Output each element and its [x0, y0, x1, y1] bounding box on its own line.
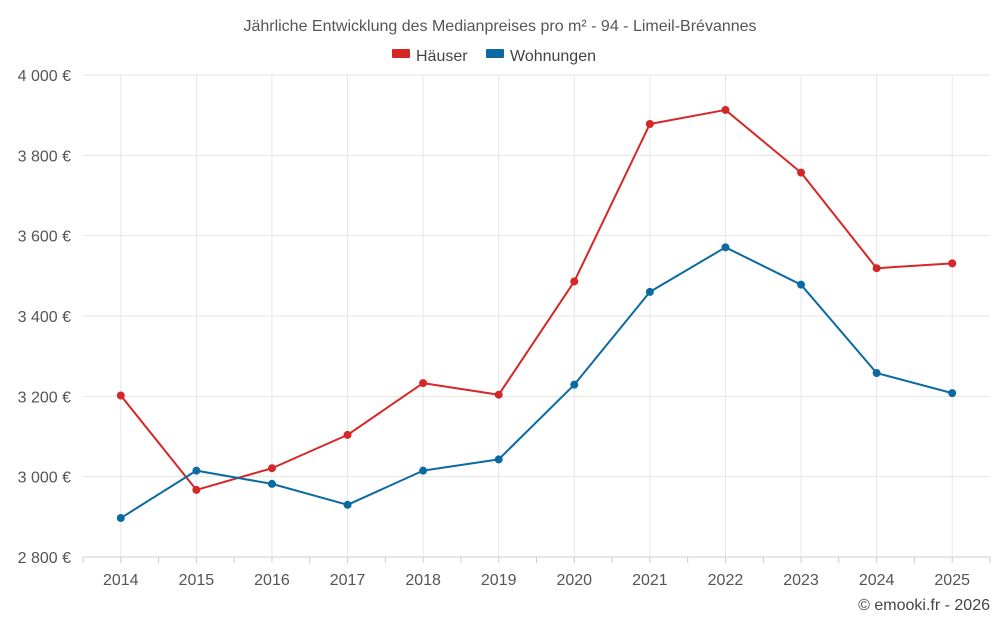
data-point-wohnungen-2021[interactable]: Wohnungen 2021: 3460 €	[645, 287, 654, 296]
grid	[83, 74, 990, 558]
y-tick-label: 3 400 €	[18, 309, 71, 326]
data-point-haeuser-2020[interactable]: Häuser 2020: 3486 €	[570, 277, 579, 286]
y-tick-label: 3 600 €	[18, 229, 71, 246]
data-point-wohnungen-2016[interactable]: Wohnungen 2016: 2982 €	[267, 479, 276, 488]
data-point-wohnungen-2020[interactable]: Wohnungen 2020: 3229 €	[570, 380, 579, 389]
data-point-wohnungen-2023[interactable]: Wohnungen 2023: 3478 €	[797, 280, 806, 289]
x-tick-label: 2024	[859, 572, 895, 589]
data-point-haeuser-2023[interactable]: Häuser 2023: 3757 €	[797, 168, 806, 177]
legend[interactable]: Häuser Wohnungen	[392, 48, 596, 65]
data-point-haeuser-2017[interactable]: Häuser 2017: 3104 €	[343, 430, 352, 439]
x-tick-label: 2016	[254, 572, 290, 589]
y-tick-label: 3 000 €	[18, 470, 71, 487]
y-tick-label: 3 200 €	[18, 389, 71, 406]
data-point-haeuser-2016[interactable]: Häuser 2016: 3021 €	[267, 464, 276, 473]
y-axis: 2 800 € 3 000 € 3 200 € 3 400 € 3 600 € 3 800…	[18, 68, 71, 567]
legend-label-wohnungen[interactable]: Wohnungen	[510, 48, 596, 65]
y-tick-label: 3 800 €	[18, 148, 71, 165]
x-tick-label: 2015	[179, 572, 215, 589]
data-point-haeuser-2025[interactable]: Häuser 2025: 3531 €	[948, 259, 957, 268]
x-tick-label: 2018	[405, 572, 441, 589]
data-point-haeuser-2024[interactable]: Häuser 2024: 3519 €	[872, 264, 881, 273]
legend-swatch-haeuser[interactable]	[392, 49, 410, 58]
x-tick-label: 2025	[934, 572, 970, 589]
data-point-haeuser-2022[interactable]: Häuser 2022: 3913 €	[721, 105, 730, 114]
data-point-wohnungen-2025[interactable]: Wohnungen 2025: 3208 €	[948, 389, 957, 398]
data-point-haeuser-2015[interactable]: Häuser 2015: 2967 €	[192, 485, 201, 494]
data-point-wohnungen-2015[interactable]: Wohnungen 2015: 3015 €	[192, 466, 201, 475]
x-tick-label: 2019	[481, 572, 517, 589]
x-axis: 2014 2015 2016 2017 2018 2019 2020 2021 2022 2023…	[82, 557, 991, 589]
legend-swatch-wohnungen[interactable]	[486, 49, 504, 58]
x-tick-label: 2023	[783, 572, 819, 589]
chart-title: Jährliche Entwicklung des Medianpreises …	[243, 18, 756, 35]
x-tick-label: 2014	[103, 572, 139, 589]
legend-label-haeuser[interactable]: Häuser	[416, 48, 468, 65]
data-point-wohnungen-2019[interactable]: Wohnungen 2019: 3043 €	[494, 455, 503, 464]
data-point-haeuser-2021[interactable]: Häuser 2021: 3878 €	[645, 120, 654, 129]
data-point-wohnungen-2022[interactable]: Wohnungen 2022: 3571 €	[721, 243, 730, 252]
y-tick-label: 2 800 €	[18, 550, 71, 567]
data-point-wohnungen-2014[interactable]: Wohnungen 2014: 2897 €	[116, 514, 125, 523]
x-tick-label: 2017	[330, 572, 366, 589]
data-point-haeuser-2019[interactable]: Häuser 2019: 3204 €	[494, 390, 503, 399]
data-point-haeuser-2018[interactable]: Häuser 2018: 3233 €	[419, 379, 428, 388]
x-tick-label: 2021	[632, 572, 668, 589]
data-point-wohnungen-2017[interactable]: Wohnungen 2017: 2930 €	[343, 500, 352, 509]
data-point-wohnungen-2018[interactable]: Wohnungen 2018: 3015 €	[419, 466, 428, 475]
series-line-haeuser	[120, 108, 953, 491]
y-tick-label: 4 000 €	[18, 68, 71, 85]
data-point-wohnungen-2024[interactable]: Wohnungen 2024: 3258 €	[872, 369, 881, 378]
x-tick-label: 2020	[556, 572, 592, 589]
x-tick-label: 2022	[708, 572, 744, 589]
series-line-wohnungen	[120, 246, 953, 519]
credit-text: © emooki.fr - 2026	[858, 597, 990, 614]
